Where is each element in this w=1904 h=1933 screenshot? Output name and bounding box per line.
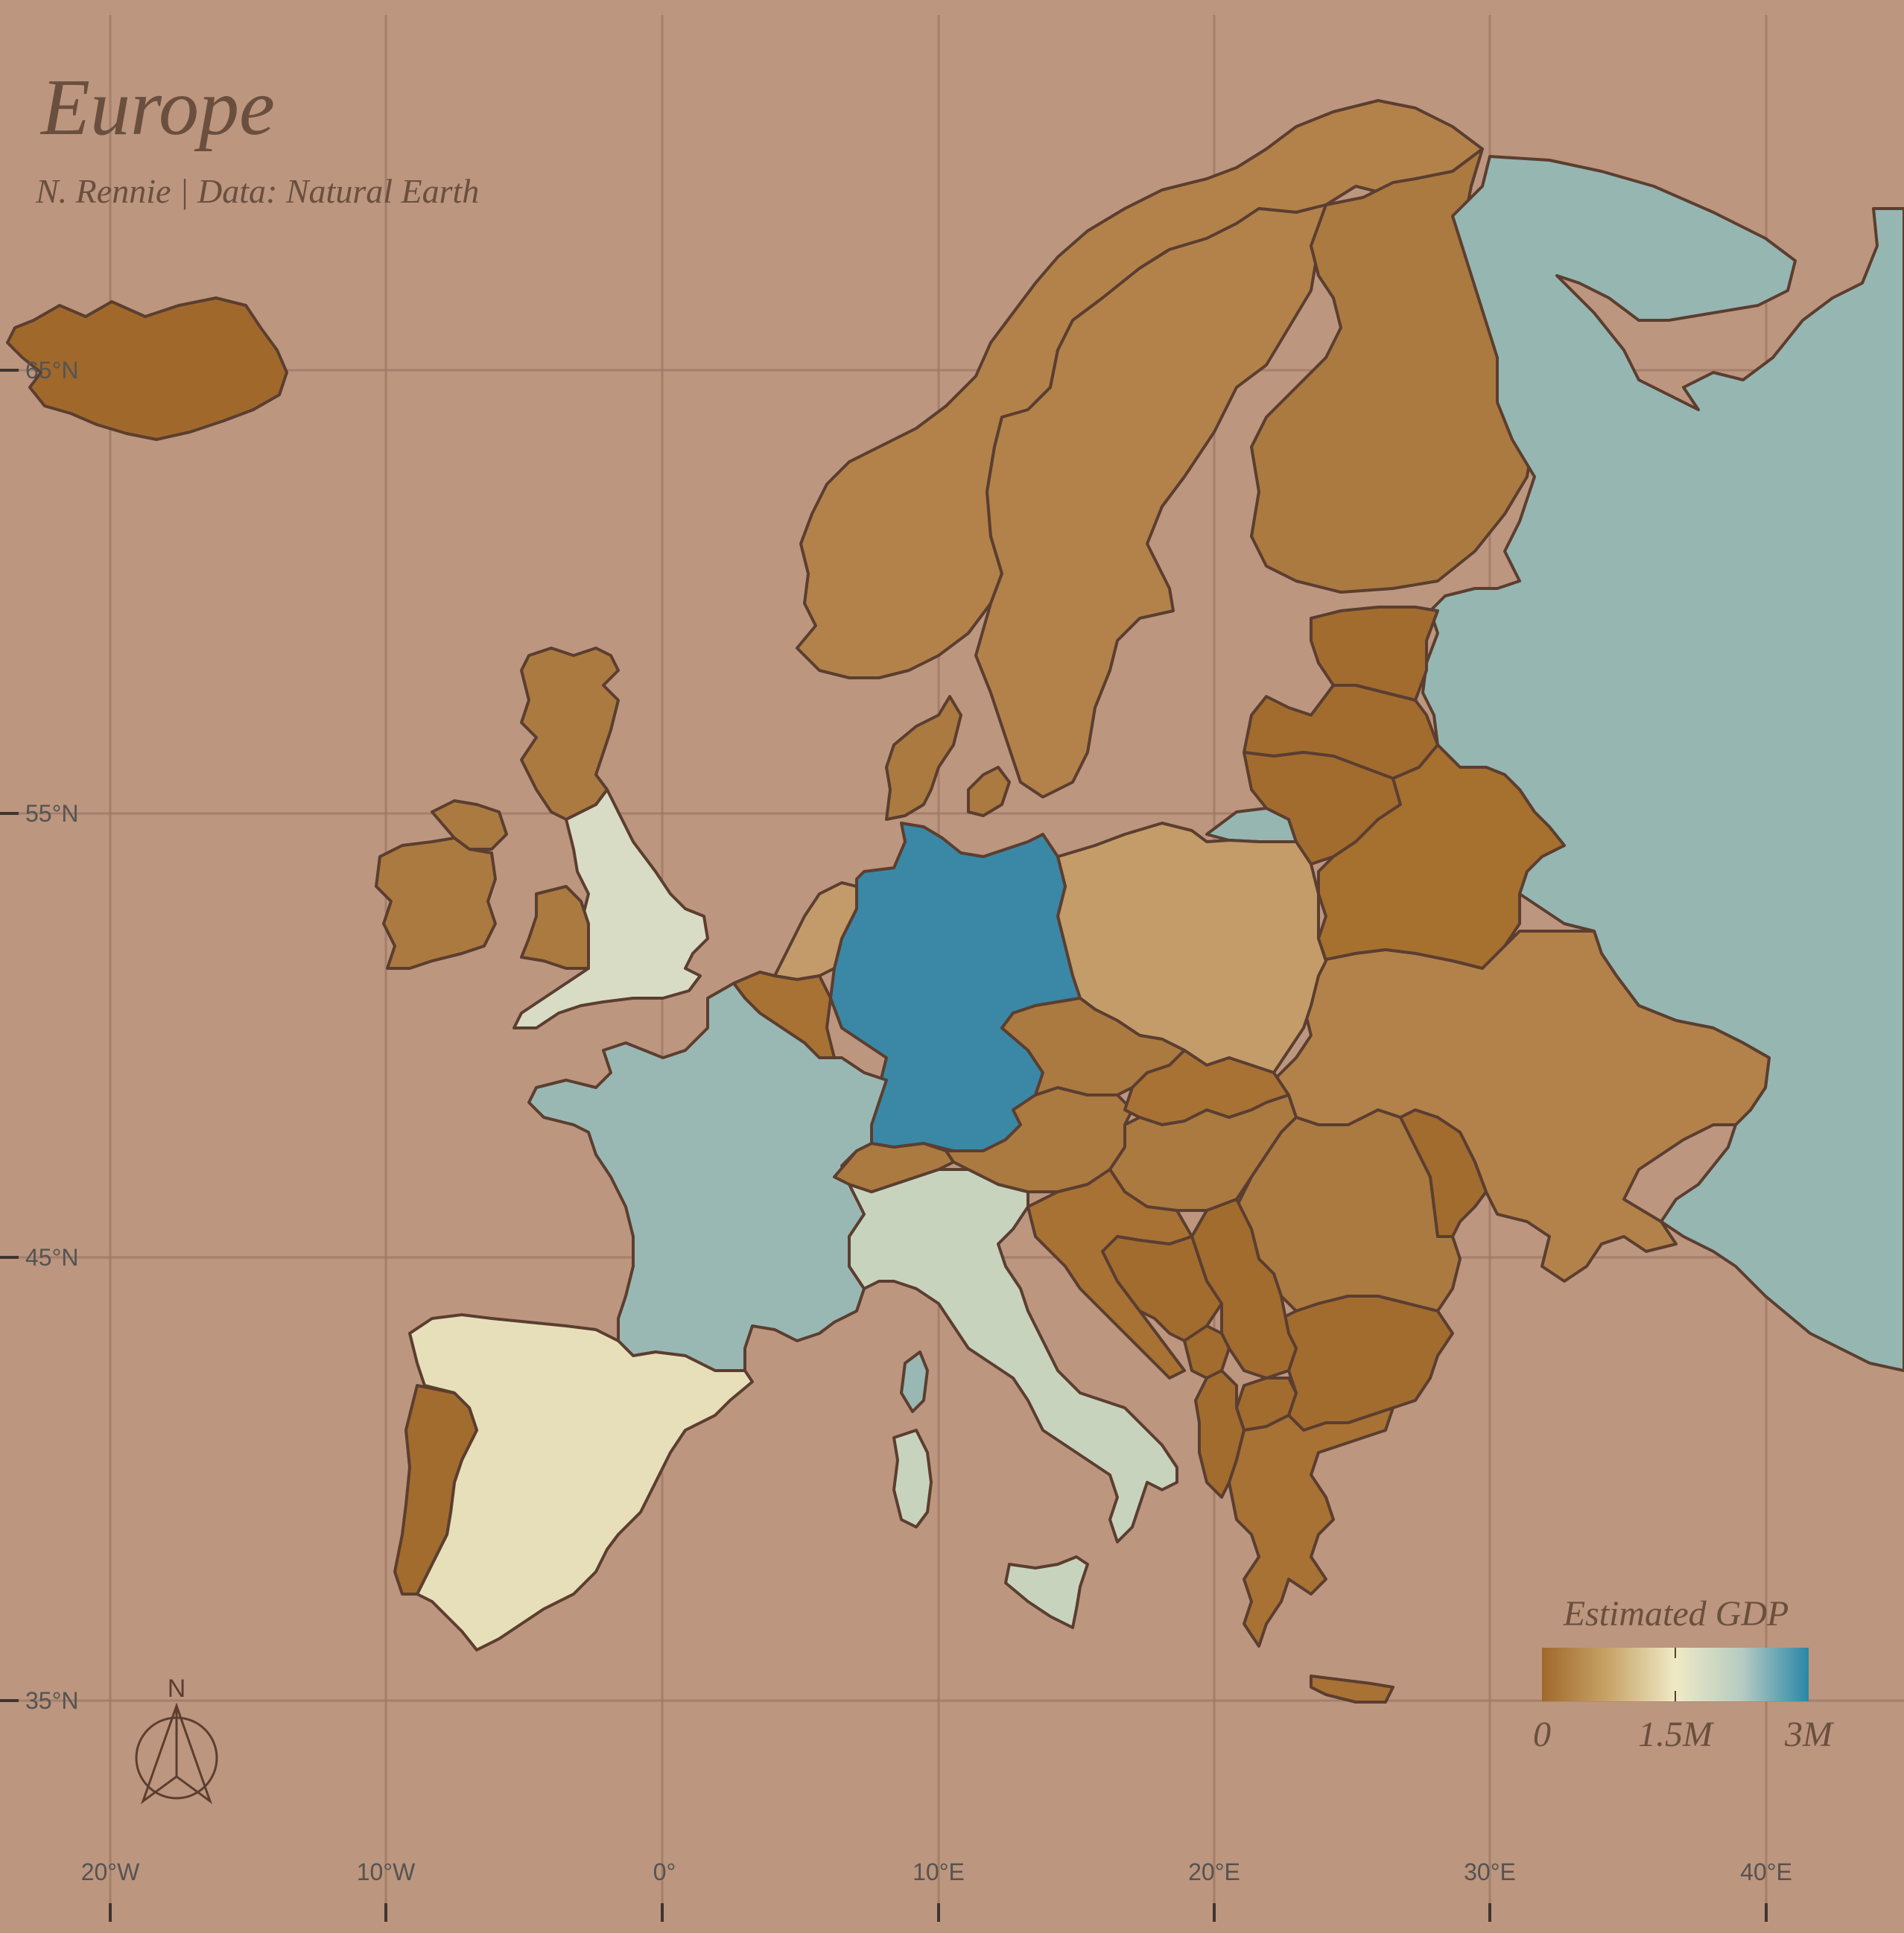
country-russia[interactable] xyxy=(1421,155,1904,1372)
country-scotland[interactable] xyxy=(520,647,620,821)
country-austria[interactable] xyxy=(945,1086,1134,1193)
legend-label-mid: 1.5M xyxy=(1638,1715,1715,1754)
lon-label: 30°E xyxy=(1464,1859,1516,1885)
country-sweden[interactable] xyxy=(974,203,1327,799)
legend-label-min: 0 xyxy=(1533,1715,1551,1754)
north-arrow-label: N xyxy=(168,1675,186,1703)
country-montenegro[interactable] xyxy=(1183,1324,1231,1380)
latitude-labels: 65°N 55°N 45°N 35°N xyxy=(25,357,79,1714)
lat-label: 35°N xyxy=(25,1687,79,1714)
map-subtitle: N. Rennie | Data: Natural Earth xyxy=(35,172,479,210)
longitude-labels: 20°W 10°W 0° 10°E 20°E 30°E 40°E xyxy=(81,1859,1792,1885)
country-france-corsica[interactable] xyxy=(900,1350,929,1413)
country-estonia[interactable] xyxy=(1310,606,1439,702)
country-denmark[interactable] xyxy=(885,695,962,821)
map-title: Europe xyxy=(39,63,275,152)
legend-label-max: 3M xyxy=(1784,1715,1835,1754)
lon-label: 40°E xyxy=(1740,1859,1792,1885)
country-italy-sardinia[interactable] xyxy=(892,1429,933,1529)
country-greece-crete[interactable] xyxy=(1310,1675,1394,1704)
lat-label: 65°N xyxy=(25,357,79,384)
legend: Estimated GDP 0 1.5M 3M xyxy=(1533,1594,1835,1754)
country-iceland[interactable] xyxy=(6,296,288,441)
country-bosnia-and-herzegovina[interactable] xyxy=(1101,1235,1223,1342)
country-ireland[interactable] xyxy=(375,837,497,970)
country-wales[interactable] xyxy=(520,885,590,970)
country-finland[interactable] xyxy=(1250,147,1536,594)
north-arrow-icon xyxy=(140,1702,213,1805)
lon-label: 20°W xyxy=(81,1859,140,1885)
lon-label: 10°W xyxy=(357,1859,416,1885)
legend-title: Estimated GDP xyxy=(1563,1594,1789,1634)
lon-label: 0° xyxy=(653,1859,676,1885)
country-bulgaria[interactable] xyxy=(1280,1295,1454,1432)
country-italy-sicily[interactable] xyxy=(1004,1555,1089,1629)
country-portugal[interactable] xyxy=(393,1384,478,1596)
country-italy[interactable] xyxy=(848,1168,1178,1543)
countries xyxy=(6,99,1904,1704)
north-arrow: N xyxy=(135,1675,218,1805)
lon-label: 20°E xyxy=(1188,1859,1240,1885)
axis-ticks xyxy=(0,369,1768,1922)
lat-label: 45°N xyxy=(25,1244,79,1271)
country-denmark-zealand[interactable] xyxy=(967,766,1011,817)
country-greece[interactable] xyxy=(1228,1406,1394,1648)
lat-label: 55°N xyxy=(25,800,79,827)
lon-label: 10°E xyxy=(913,1859,965,1885)
